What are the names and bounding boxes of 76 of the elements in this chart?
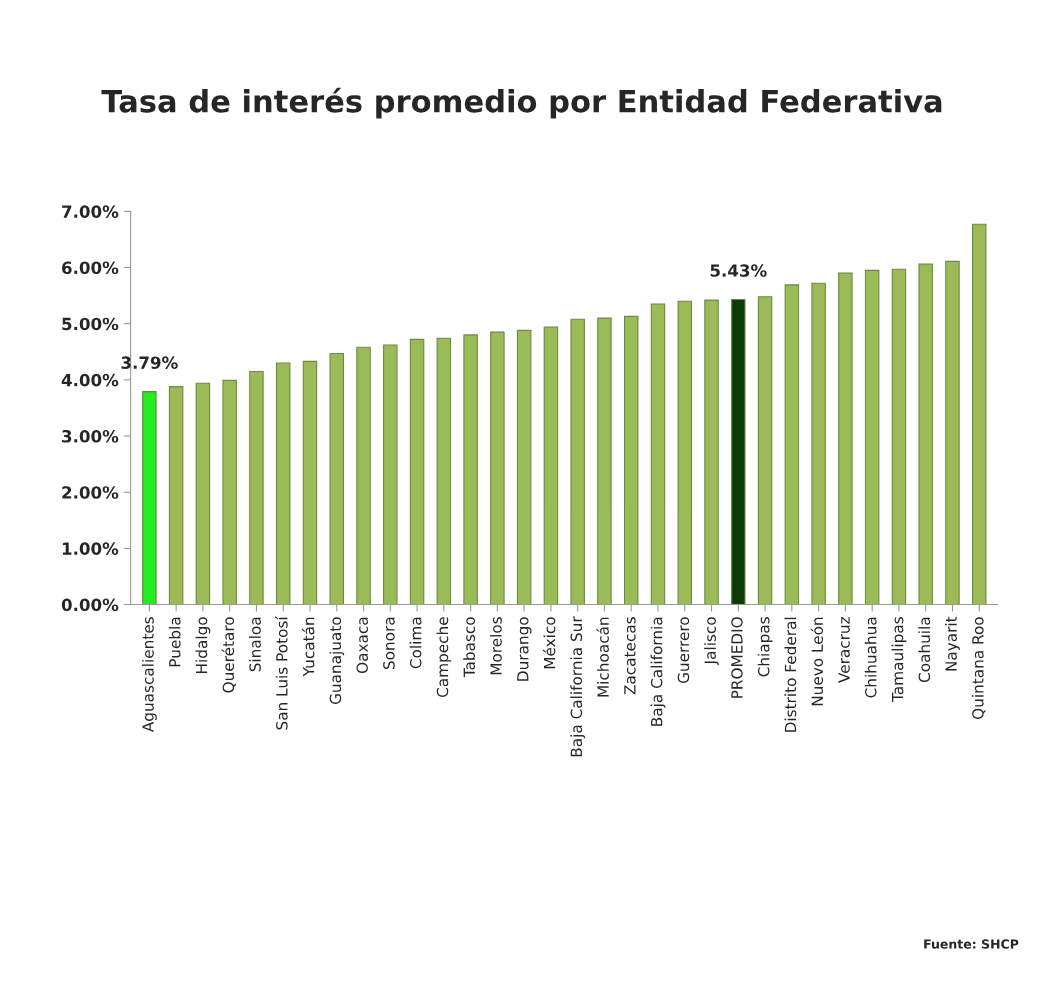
x-tick-label: Oaxaca <box>356 617 368 674</box>
x-tick-label: Zacatecas <box>624 617 636 695</box>
bar <box>731 298 746 605</box>
x-tick-label: Durango <box>517 617 532 681</box>
bar <box>516 329 532 605</box>
x-tick-label: Sinaloa <box>249 617 261 672</box>
x-tick-label: Baja California <box>650 617 666 726</box>
x-tick-label: Distrito Federal <box>784 617 797 732</box>
bar <box>329 352 345 605</box>
bar <box>971 223 987 605</box>
x-tick-label: Guerrero <box>677 617 690 684</box>
x-tick-label: Michoacán <box>596 617 609 697</box>
x-tick-label: Campeche <box>436 617 452 697</box>
chart-title: Tasa de interés promedio por Entidad Federativa <box>101 87 942 119</box>
x-tick-label: Nayarit <box>945 616 960 671</box>
bar <box>784 284 800 605</box>
bar <box>623 315 639 605</box>
bar <box>757 296 773 605</box>
bar <box>275 362 291 605</box>
y-tick-label: 7.00% <box>62 205 119 218</box>
bar <box>356 346 371 605</box>
x-tick-label: Puebla <box>168 617 181 667</box>
bar <box>891 268 907 605</box>
bar <box>838 272 853 605</box>
bar <box>650 303 666 605</box>
x-tick-label: Aguascalientes <box>141 617 157 733</box>
x-tick-label: Baja California Sur <box>570 616 586 757</box>
bar <box>436 337 452 605</box>
y-tick-label: 3.00% <box>62 429 119 443</box>
data-label: 3.79% <box>121 356 178 369</box>
x-tick-label: Tamaulipas <box>891 617 907 702</box>
y-tick-label: 6.00% <box>62 261 119 275</box>
bar <box>383 344 398 605</box>
x-tick-label: Coahuila <box>918 617 931 683</box>
x-tick-label: Hidalgo <box>195 617 211 673</box>
bar <box>811 282 826 605</box>
bar <box>222 379 237 605</box>
bar <box>570 318 585 605</box>
bar <box>677 300 693 605</box>
bar <box>168 386 184 605</box>
y-tick-label: 5.00% <box>62 317 119 331</box>
bar <box>945 260 960 605</box>
y-tick-label: 4.00% <box>61 373 119 387</box>
x-tick-label: San Luis Potosí <box>275 615 288 730</box>
x-tick-label: Chihuahua <box>864 617 877 698</box>
x-tick-label: Sonora <box>383 617 395 670</box>
x-tick-label: Chiapas <box>757 617 773 677</box>
x-tick-label: Jalisco <box>704 617 719 666</box>
y-tick-label: 0.00% <box>61 598 119 612</box>
x-tick-label: México <box>542 617 556 669</box>
x-tick-label: Querétaro <box>221 617 236 693</box>
source-note: Fuente: SHCP <box>924 939 1019 949</box>
bar <box>463 334 478 605</box>
y-tick-label: 1.00% <box>62 542 119 555</box>
x-tick-label: Quintana Roo <box>971 617 986 720</box>
data-label: 5.43% <box>710 264 767 277</box>
bar <box>195 382 211 605</box>
x-tick-label: Tabasco <box>463 617 476 678</box>
bar <box>490 331 505 605</box>
bar <box>864 269 880 605</box>
bar <box>409 338 425 605</box>
x-tick-label: Nuevo León <box>810 617 824 706</box>
x-tick-label: Yucatán <box>301 617 315 677</box>
x-tick-label: Morelos <box>489 617 502 675</box>
y-tick-label: 2.00% <box>62 486 119 499</box>
bar <box>704 299 719 605</box>
bar <box>142 391 157 605</box>
bar <box>597 317 612 605</box>
bar <box>543 326 559 605</box>
bar <box>918 263 933 605</box>
x-tick-label: Veracruz <box>838 617 850 683</box>
x-tick-label: Colima <box>409 617 422 669</box>
x-tick-label: Guanajuato <box>329 617 345 705</box>
bar <box>302 360 318 605</box>
bar <box>249 370 264 605</box>
x-tick-label: PROMEDIO <box>731 617 743 698</box>
